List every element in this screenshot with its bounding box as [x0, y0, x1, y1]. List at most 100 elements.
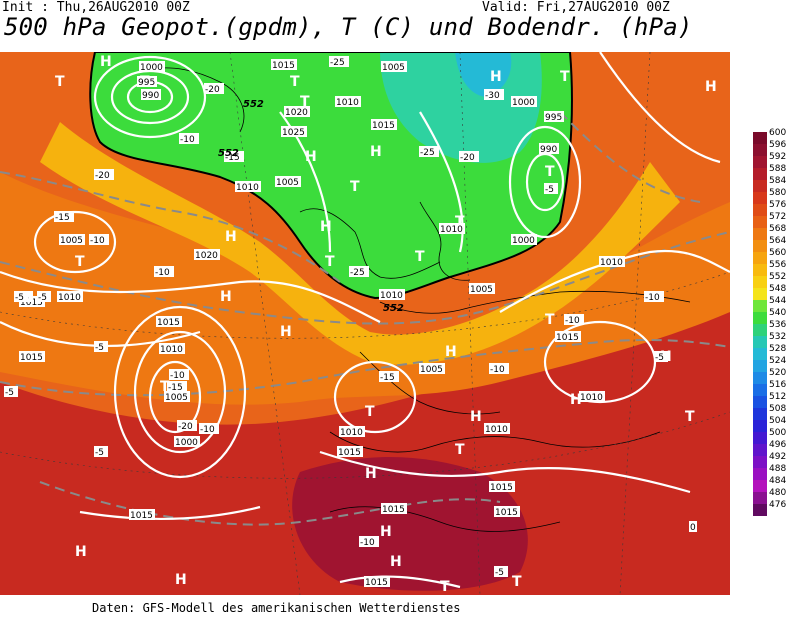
temperature-label-box [89, 234, 109, 245]
isobar-label: 1005 [382, 63, 405, 73]
legend-label: 516 [769, 380, 787, 390]
legend-label: 584 [769, 176, 787, 186]
isobar-label: 990 [540, 145, 557, 155]
isobar-label: 1015 [272, 61, 295, 71]
legend-swatch [753, 156, 767, 168]
temperature-label-box [177, 420, 197, 431]
temperature-label-box [484, 89, 504, 100]
isobar-label-box [494, 506, 520, 517]
isobar-label-box [555, 331, 581, 342]
isobar-label: 1005 [165, 393, 188, 403]
temperature-label: -10 [565, 316, 580, 326]
legend-swatch [753, 348, 767, 360]
legend-label: 596 [769, 140, 787, 150]
temperature-label: -10 [90, 236, 105, 246]
isobar-label-box [164, 391, 190, 402]
isobar-label: 1015 [382, 505, 405, 515]
data-source-footer: Daten: GFS-Modell des amerikanischen Wet… [92, 601, 461, 615]
temperature-label: -15 [225, 153, 240, 163]
height-contour-label: 552 [383, 303, 404, 314]
temperature-label: -5 [655, 353, 664, 363]
temperature-label: 0 [690, 523, 696, 533]
temp-zone-dark-red [0, 312, 730, 595]
low-pressure-marker: T [455, 442, 465, 458]
high-pressure-marker: H [175, 572, 187, 588]
low-pressure-marker: T [325, 254, 335, 270]
temperature-label-box [689, 521, 697, 532]
legend-label: 512 [769, 392, 787, 402]
legend-swatch [753, 240, 767, 252]
temperature-label: -20 [205, 85, 220, 95]
temperature-label-box [37, 291, 51, 302]
low-pressure-marker: T [415, 249, 425, 265]
temp-zone-yellow [40, 122, 680, 365]
isobar-label: 1015 [495, 508, 518, 518]
isobar-label: 1000 [512, 98, 535, 108]
temperature-label-box [329, 56, 349, 67]
isobar-label-box [364, 576, 390, 587]
temperature-label: -5 [495, 568, 504, 578]
temperature-label-box [419, 146, 439, 157]
legend-label: 536 [769, 320, 787, 330]
temperature-label: -5 [95, 448, 104, 458]
isobar-label-box [275, 176, 301, 187]
coastlines [139, 67, 691, 532]
temperature-label: -15 [55, 213, 70, 223]
legend-label: 508 [769, 404, 787, 414]
isobar-label: 1000 [175, 438, 198, 448]
isobar-label: 1015 [490, 483, 513, 493]
isobar-label: 1010 [336, 98, 359, 108]
legend-swatch [753, 204, 767, 216]
isobar-label-box [381, 503, 407, 514]
temperature-label: -20 [178, 422, 193, 432]
pressure-markers: HHHHHHHHHHHHHHHHHHTTTTTTTTTTTTTTTTTT [55, 54, 717, 595]
isobar-label-box [281, 126, 307, 137]
isobar-labels: 1000 995 990 1015 1005 1010 1020 1025 1015 1010 10… [19, 59, 625, 588]
valid-time: Valid: Fri,27AUG2010 00Z [482, 0, 670, 15]
isobar-label: 995 [138, 78, 155, 88]
isobar-label-box [439, 223, 465, 234]
temperature-label-box [654, 351, 668, 362]
temperature-label-box [349, 266, 369, 277]
isobar-label: 1015 [556, 333, 579, 343]
temperature-label-box [169, 369, 189, 380]
temperature-label: -10 [645, 293, 660, 303]
isobar-label-box [371, 119, 397, 130]
temperature-label: -10 [180, 135, 195, 145]
temp-zone-darker-red [292, 457, 528, 591]
temperature-label-box [154, 266, 174, 277]
temperature-label-box [94, 446, 108, 457]
isobar-label-box [579, 391, 605, 402]
legend-swatch [753, 312, 767, 324]
temperature-label-box [459, 151, 479, 162]
legend-swatch [753, 456, 767, 468]
temperature-label-box [54, 211, 74, 222]
legend-label: 592 [769, 152, 787, 162]
legend-label: 576 [769, 200, 787, 210]
isobar-label: 1010 [340, 428, 363, 438]
isobar-label-box [337, 446, 363, 457]
isobar-label: 1010 [580, 393, 603, 403]
isobar-label-box [137, 76, 157, 87]
legend-swatch [753, 372, 767, 384]
temperature-label: -5 [95, 343, 104, 353]
isobar-label: 1010 [380, 291, 403, 301]
high-pressure-marker: H [390, 554, 402, 570]
temperature-label-box [94, 169, 114, 180]
legend-swatch [753, 360, 767, 372]
isobar-label-box [159, 343, 185, 354]
legend-label: 504 [769, 416, 787, 426]
temperature-label-box [224, 151, 244, 162]
isobar-label: 1010 [600, 258, 623, 268]
legend-swatch [753, 252, 767, 264]
temperature-label: -25 [350, 268, 365, 278]
temperature-label: -10 [200, 425, 215, 435]
temperature-label-box [4, 386, 18, 397]
temperature-label-box [94, 341, 108, 352]
isobar-label-box [174, 436, 200, 447]
legend-label: 588 [769, 164, 787, 174]
isobar-label-box [129, 509, 155, 520]
temperature-label: -5 [5, 388, 14, 398]
legend-swatch [753, 132, 767, 144]
temperature-label-box [489, 363, 509, 374]
